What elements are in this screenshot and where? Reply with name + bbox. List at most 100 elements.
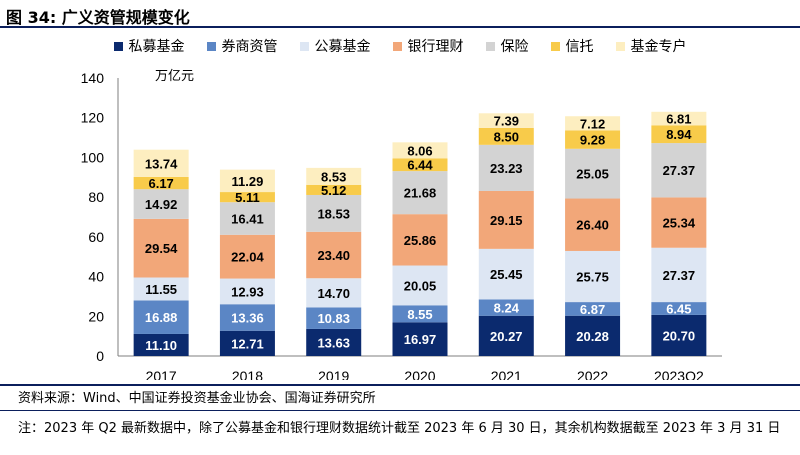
y-tick-label: 60 xyxy=(88,229,104,245)
bar-segment xyxy=(651,125,707,144)
bar-segment xyxy=(392,142,448,159)
figure-title: 图 34: 广义资管规模变化 xyxy=(6,8,190,27)
legend-label: 公募基金 xyxy=(314,39,371,55)
data-label: 8.94 xyxy=(666,127,692,142)
bar-segment xyxy=(306,194,362,232)
data-label: 9.28 xyxy=(580,133,605,148)
title-rule xyxy=(0,26,800,28)
bar-segment xyxy=(392,171,448,215)
legend-swatch xyxy=(550,41,560,51)
chart-legend: 私募基金 券商资管 公募基金 银行理财 保险 信托 基金专户 xyxy=(0,36,800,56)
bar-segment xyxy=(219,330,275,356)
bar-segment xyxy=(392,265,448,306)
bar-segment xyxy=(478,248,534,300)
data-label: 8.24 xyxy=(494,301,520,316)
y-tick-label: 0 xyxy=(96,348,104,364)
data-label: 16.97 xyxy=(404,332,437,347)
bar-segment xyxy=(651,111,707,126)
legend-item: 公募基金 xyxy=(299,36,371,56)
bar-segment xyxy=(306,307,362,329)
data-label: 18.53 xyxy=(317,206,350,221)
data-label: 20.05 xyxy=(404,278,437,293)
data-label: 27.37 xyxy=(663,268,696,283)
bar-segment xyxy=(392,214,448,266)
bar-segment xyxy=(219,278,275,305)
legend-swatch xyxy=(299,41,309,51)
bar-segment xyxy=(133,218,189,278)
data-label: 13.36 xyxy=(231,310,264,325)
bar-segment xyxy=(565,148,621,199)
stacked-bar-chart: 0 20 40 60 80 100 120 140 万亿元 11.10 16.88 11.55 29.5… xyxy=(81,69,722,380)
bar-segment xyxy=(565,250,621,303)
data-label: 8.55 xyxy=(407,307,432,322)
bar-segment xyxy=(478,190,534,249)
y-tick-label: 100 xyxy=(81,149,105,165)
legend-swatch xyxy=(485,41,495,51)
bar-segment xyxy=(478,127,534,145)
data-label: 25.05 xyxy=(576,167,609,182)
data-label: 8.50 xyxy=(494,129,519,144)
legend-item: 券商资管 xyxy=(206,36,278,56)
legend-swatch xyxy=(206,41,216,51)
data-label: 5.12 xyxy=(321,183,346,198)
bar-segment xyxy=(219,202,275,235)
legend-swatch xyxy=(392,41,402,51)
data-label: 21.68 xyxy=(404,186,437,201)
bar-segment xyxy=(133,176,189,190)
bar-segment xyxy=(478,144,534,191)
y-tick-label: 40 xyxy=(88,269,104,285)
data-label: 16.88 xyxy=(145,310,178,325)
bar-segment xyxy=(651,143,707,198)
data-label: 8.06 xyxy=(407,143,432,158)
data-label: 29.54 xyxy=(145,241,178,256)
x-tick-label: 2022 xyxy=(577,368,608,380)
legend-item: 保险 xyxy=(485,36,529,56)
bar-segment xyxy=(133,277,189,301)
data-label: 11.29 xyxy=(232,174,264,189)
bar-segment xyxy=(306,328,362,356)
data-label: 14.92 xyxy=(145,197,178,212)
data-label: 29.15 xyxy=(490,213,523,228)
bar-segment xyxy=(478,299,534,316)
data-label: 25.45 xyxy=(490,267,523,282)
legend-label: 券商资管 xyxy=(221,39,278,55)
legend-label: 保险 xyxy=(500,39,529,55)
data-label: 10.83 xyxy=(317,311,350,326)
data-label: 8.53 xyxy=(321,169,346,184)
data-label: 16.41 xyxy=(231,211,264,226)
bar-segment xyxy=(565,130,621,149)
bar-segment xyxy=(306,167,362,185)
bar-segment xyxy=(565,198,621,251)
data-label: 20.70 xyxy=(663,328,696,343)
data-label: 11.55 xyxy=(145,282,177,297)
data-label: 6.81 xyxy=(666,112,691,127)
x-tick-label: 2018 xyxy=(232,368,263,380)
bar-segment xyxy=(478,315,534,356)
data-label: 14.70 xyxy=(317,286,350,301)
data-label: 6.17 xyxy=(148,176,173,191)
legend-item: 私募基金 xyxy=(113,36,185,56)
data-label: 7.12 xyxy=(580,116,605,131)
source-rule-top xyxy=(0,384,800,386)
bar-segment xyxy=(565,116,621,131)
data-label: 27.37 xyxy=(663,163,696,178)
footnote-text: 注：2023 年 Q2 最新数据中，除了公募基金和银行理财数据统计截至 2023… xyxy=(18,421,781,436)
data-label: 5.11 xyxy=(235,190,260,205)
x-tick-label: 2017 xyxy=(146,368,177,380)
bar-segment xyxy=(565,315,621,356)
bar-segment xyxy=(133,333,189,356)
x-tick-label: 2023Q2 xyxy=(654,368,704,380)
data-label: 22.04 xyxy=(231,250,264,265)
y-tick-label: 140 xyxy=(81,70,105,86)
data-label: 25.75 xyxy=(576,270,609,285)
bar-segment xyxy=(219,192,275,203)
x-tick-label: 2019 xyxy=(318,368,349,380)
bar-segment xyxy=(651,247,707,303)
data-label: 11.10 xyxy=(145,338,177,353)
bar-segment xyxy=(478,113,534,128)
bar-segment xyxy=(133,149,189,177)
bar-segment xyxy=(133,189,189,219)
legend-label: 基金专户 xyxy=(630,39,687,55)
bar-segment xyxy=(219,304,275,331)
bar-segment xyxy=(219,169,275,193)
